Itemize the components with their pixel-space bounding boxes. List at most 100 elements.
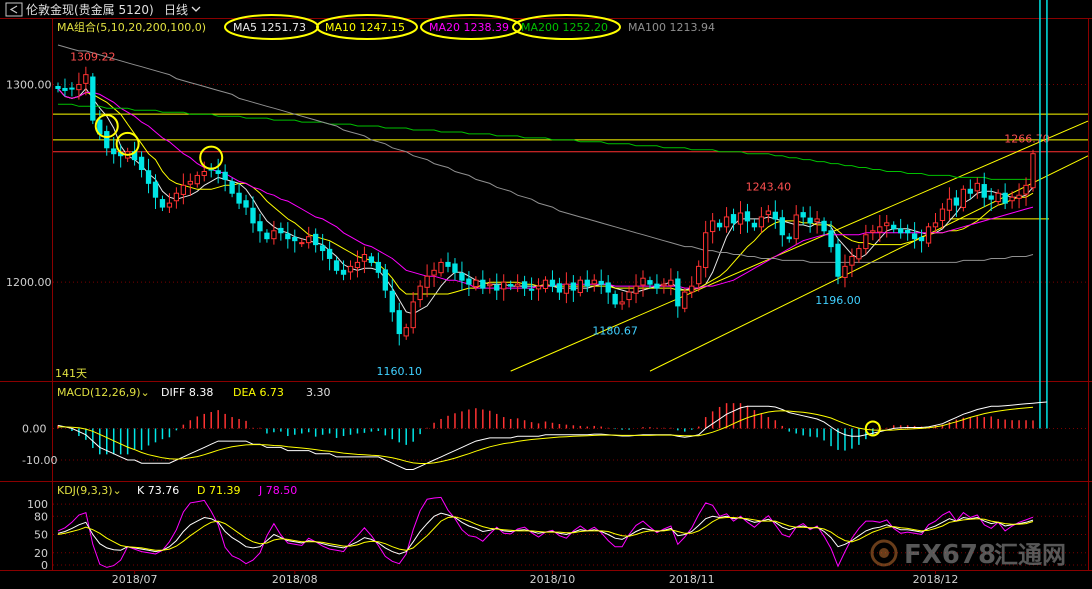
trendline <box>510 120 1089 372</box>
candle-down <box>145 170 152 184</box>
y-tick-label: 0.00 <box>22 422 47 435</box>
x-tick-label: 2018/08 <box>272 573 318 586</box>
ma-legend-ma5: MA5 1251.73 <box>233 21 306 34</box>
candle-down <box>835 243 841 277</box>
candle-up <box>877 226 883 233</box>
price-extreme-label: 1266.70 <box>1004 132 1050 145</box>
candle-down <box>904 229 911 234</box>
y-tick-label: 20 <box>34 547 48 560</box>
candle-up <box>696 265 702 285</box>
annotation-circle <box>199 145 224 170</box>
candle-up <box>703 232 709 269</box>
y-tick-label: 0 <box>41 559 48 572</box>
watermark: FX678 汇通网 <box>870 539 1066 570</box>
annotation-circle <box>864 420 881 437</box>
back-arrow-icon[interactable] <box>5 2 23 17</box>
candle-up <box>640 277 646 286</box>
period-selector[interactable]: 日线 <box>164 3 188 17</box>
candle-up <box>431 269 437 276</box>
candle-down <box>654 283 660 289</box>
candle-up <box>946 198 953 211</box>
ma-legend-ma10: MA10 1247.15 <box>325 21 405 34</box>
annotation-circle <box>420 14 522 40</box>
candle-up <box>417 285 423 301</box>
candle-up <box>535 285 542 290</box>
candle-down <box>549 279 556 287</box>
candle-down <box>215 170 221 174</box>
candle-up <box>925 226 932 244</box>
candle-down <box>250 207 256 224</box>
candle-down <box>584 279 590 287</box>
candle-down <box>988 195 994 200</box>
y-tick-label: 100 <box>27 498 48 511</box>
y-tick-label: 80 <box>34 510 48 523</box>
candle-up <box>166 202 173 208</box>
candle-down <box>236 192 242 204</box>
toolbar: 伦敦金现(贵金属 5120) 日线 <box>5 2 201 17</box>
candle-up <box>856 248 862 260</box>
candle-up <box>682 291 688 309</box>
candle-up <box>758 216 765 228</box>
kdj-legend-k: K 73.76 <box>137 484 179 497</box>
candle-up <box>709 220 716 233</box>
candle-up <box>563 283 570 294</box>
candle-up <box>668 279 674 286</box>
kdj-title: KDJ(9,3,3)⌄ <box>57 484 122 497</box>
candle-up <box>306 236 312 244</box>
price-extreme-label: 1196.00 <box>815 294 861 307</box>
candle-down <box>807 217 813 224</box>
candle-down <box>62 87 68 91</box>
y-tick-label: 1300.00 <box>6 79 52 92</box>
candle-down <box>598 280 604 285</box>
trendline <box>649 155 1089 372</box>
bar-count-label: 141天 <box>55 367 87 380</box>
candle-up <box>354 261 361 269</box>
candle-up <box>76 84 82 91</box>
chevron-down-icon[interactable] <box>191 6 201 12</box>
candle-down <box>786 236 792 240</box>
y-tick-label: 1200.00 <box>6 276 52 289</box>
candle-up <box>814 218 820 223</box>
candle-up <box>201 170 207 176</box>
annotation-circle <box>316 14 418 40</box>
kdj-legend-d: D 71.39 <box>197 484 240 497</box>
candle-down <box>285 233 291 240</box>
candle-down <box>292 237 298 242</box>
candle-up <box>187 180 193 185</box>
candle-down <box>751 222 758 228</box>
x-tick-label: 2018/11 <box>669 573 715 586</box>
candle-down <box>375 261 382 273</box>
kdj-d-line <box>57 516 1034 551</box>
macd-panel: 0.00 -10.00 MACD(12,26,9)⌄ DIFF 8.38 DEA 6.7… <box>22 0 1088 470</box>
candle-down <box>967 188 973 194</box>
annotation-circle <box>115 131 140 156</box>
candle-down <box>159 199 166 208</box>
candle-down <box>494 284 500 291</box>
candle-up <box>194 174 200 185</box>
candle-down <box>675 278 681 307</box>
candle-up <box>173 192 180 202</box>
candle-up <box>1030 153 1036 189</box>
candle-down <box>981 184 987 198</box>
candle-down <box>570 282 577 291</box>
candle-down <box>716 222 723 228</box>
candle-up <box>619 301 625 305</box>
candle-up <box>487 283 493 287</box>
y-tick-label: -10.00 <box>22 454 57 467</box>
price-extreme-label: 1180.67 <box>592 324 638 337</box>
candle-up <box>410 301 416 329</box>
candle-down <box>278 227 284 234</box>
ma-legend-ma100: MA100 1213.94 <box>628 21 715 34</box>
kdj-legend-j: J 78.50 <box>258 484 297 497</box>
ma-legend: MA组合(5,10,20,200,100,0) MA5 1251.73 MA10 1… <box>57 14 715 40</box>
annotation-circle <box>512 14 621 40</box>
candle-down <box>480 279 486 289</box>
candle-down <box>90 76 96 121</box>
candle-up <box>737 212 744 225</box>
x-tick-label: 2018/12 <box>913 573 959 586</box>
panel-frames <box>0 18 1092 571</box>
candle-up <box>514 283 521 287</box>
candle-down <box>445 261 451 267</box>
candle-up <box>501 281 507 290</box>
macd-legend-macd: 3.30 <box>306 386 331 399</box>
